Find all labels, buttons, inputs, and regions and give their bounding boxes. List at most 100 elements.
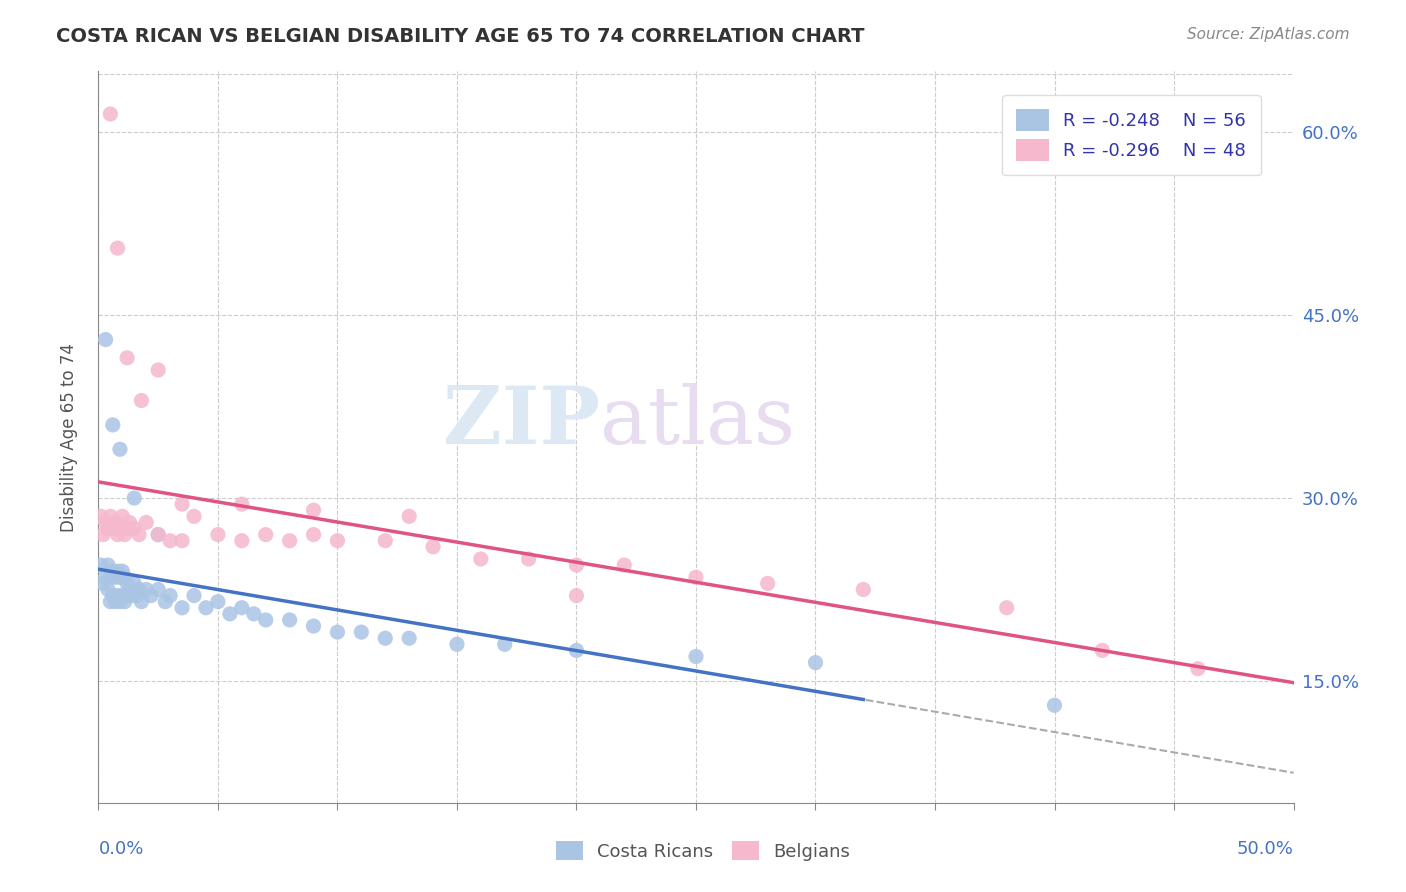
Point (231, 600, 253, 615)
Point (114, 527, 136, 541)
Point (302, 527, 325, 541)
Point (172, 497, 194, 511)
Point (118, 516, 141, 530)
Text: COSTA RICAN VS BELGIAN DISABILITY AGE 65 TO 74 CORRELATION CHART: COSTA RICAN VS BELGIAN DISABILITY AGE 65… (56, 27, 865, 45)
Point (121, 589, 143, 603)
Point (183, 589, 205, 603)
Point (131, 594, 153, 608)
Point (124, 576, 146, 591)
Point (104, 516, 127, 530)
Point (135, 516, 157, 530)
Point (565, 589, 588, 603)
Point (159, 589, 181, 603)
Point (125, 589, 148, 603)
Point (128, 527, 150, 541)
Point (108, 521, 131, 535)
Point (172, 533, 194, 548)
Point (101, 521, 124, 535)
Point (1187, 662, 1209, 676)
Text: atlas: atlas (600, 384, 796, 461)
Point (278, 613, 301, 627)
Point (108, 594, 131, 608)
Point (108, 442, 131, 457)
Point (107, 589, 129, 603)
Point (115, 521, 138, 535)
Point (565, 558, 588, 573)
Point (101, 417, 124, 432)
Point (107, 564, 129, 578)
Point (90, 509, 112, 524)
Text: 50.0%: 50.0% (1237, 840, 1294, 858)
Point (302, 503, 325, 517)
Point (115, 576, 138, 591)
Point (97, 582, 120, 597)
Point (128, 582, 150, 597)
Point (148, 363, 170, 377)
Point (374, 632, 396, 646)
Point (1091, 643, 1114, 657)
Point (195, 600, 218, 615)
Point (101, 589, 124, 603)
Point (494, 637, 516, 651)
Point (124, 521, 146, 535)
Point (90, 558, 112, 573)
Point (148, 582, 170, 597)
Point (94, 570, 117, 584)
Legend: Costa Ricans, Belgians: Costa Ricans, Belgians (547, 832, 859, 870)
Point (118, 582, 141, 597)
Point (254, 613, 277, 627)
Point (97, 558, 120, 573)
Point (278, 533, 301, 548)
Point (114, 570, 136, 584)
Point (135, 582, 157, 597)
Point (107, 527, 129, 541)
Point (207, 594, 229, 608)
Point (98, 107, 122, 121)
Point (398, 509, 420, 524)
Point (243, 607, 266, 621)
Point (131, 393, 153, 408)
Point (852, 582, 875, 597)
Point (91, 527, 114, 541)
Point (1043, 698, 1066, 713)
Point (139, 589, 162, 603)
Point (148, 527, 170, 541)
Legend: R = -0.248    N = 56, R = -0.296    N = 48: R = -0.248 N = 56, R = -0.296 N = 48 (1002, 95, 1261, 175)
Point (756, 576, 779, 591)
Point (94, 333, 117, 347)
Point (470, 552, 492, 566)
Point (207, 527, 229, 541)
Point (94, 516, 117, 530)
Point (183, 509, 205, 524)
Point (219, 607, 242, 621)
Point (98, 594, 122, 608)
Point (104, 594, 127, 608)
Point (995, 600, 1018, 615)
Point (115, 351, 138, 365)
Point (685, 649, 707, 664)
Point (326, 625, 349, 640)
Point (148, 527, 170, 541)
Point (422, 540, 444, 554)
Text: Source: ZipAtlas.com: Source: ZipAtlas.com (1187, 27, 1350, 42)
Y-axis label: Disability Age 65 to 74: Disability Age 65 to 74 (59, 343, 77, 532)
Point (231, 533, 253, 548)
Point (350, 625, 373, 640)
Point (97, 521, 120, 535)
Point (565, 643, 588, 657)
Point (101, 564, 124, 578)
Point (114, 594, 136, 608)
Point (111, 509, 134, 524)
Point (104, 570, 127, 584)
Point (326, 533, 349, 548)
Point (98, 570, 122, 584)
Point (374, 533, 396, 548)
Point (302, 619, 325, 633)
Point (111, 564, 134, 578)
Point (446, 637, 468, 651)
Point (804, 656, 827, 670)
Point (91, 576, 114, 591)
Point (107, 241, 129, 255)
Text: ZIP: ZIP (443, 384, 600, 461)
Point (172, 600, 194, 615)
